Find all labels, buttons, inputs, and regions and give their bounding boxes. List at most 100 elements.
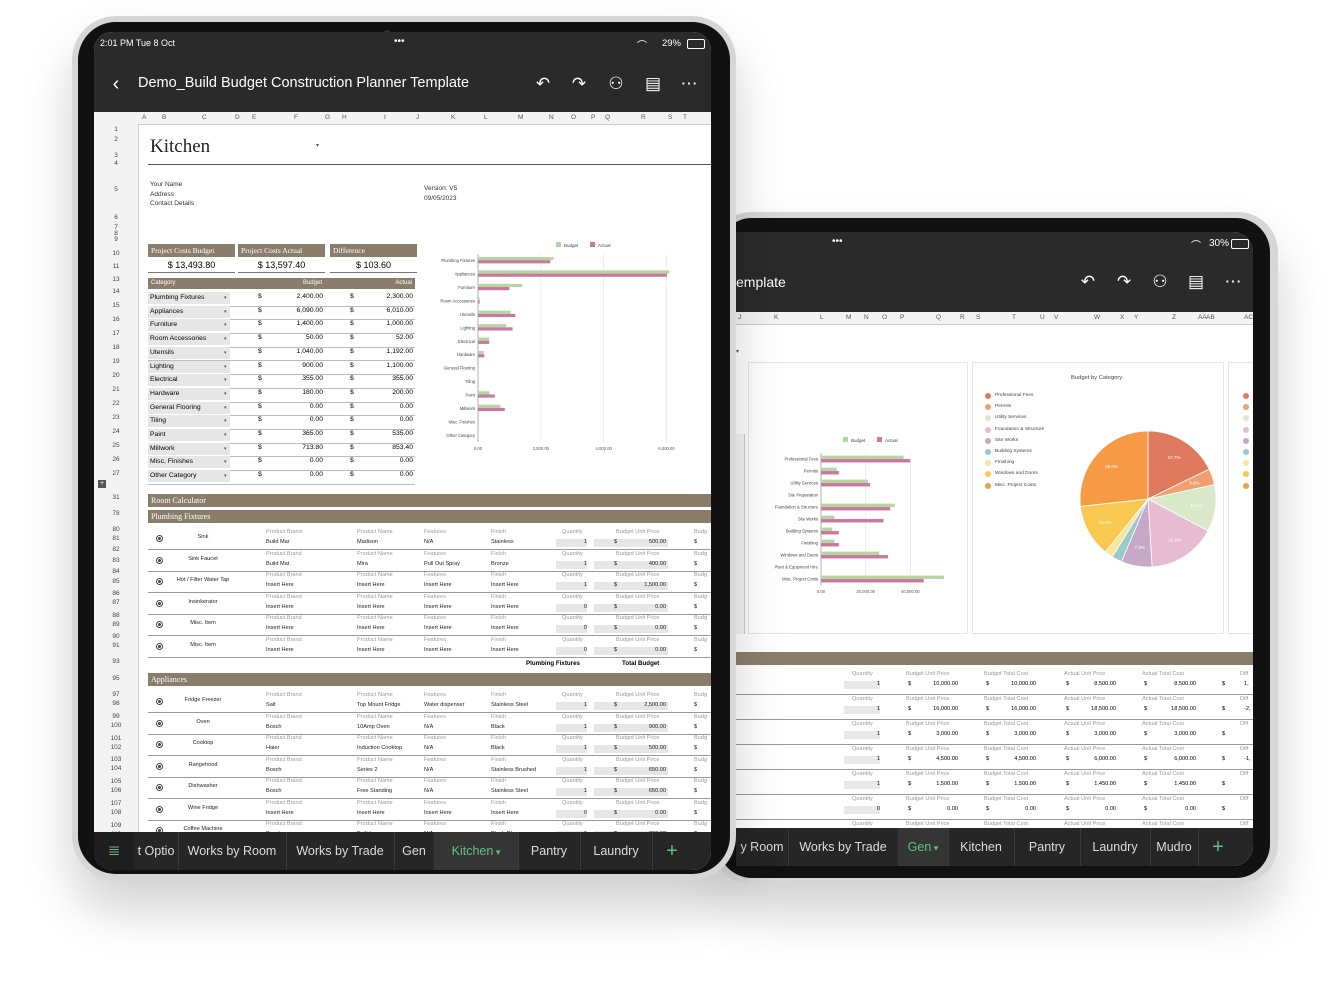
quantity-value[interactable]: 1 bbox=[556, 723, 587, 732]
more-icon[interactable]: ⋯ bbox=[1224, 272, 1242, 291]
column-header[interactable]: O bbox=[571, 114, 577, 121]
field-value[interactable]: Insert Here bbox=[424, 603, 452, 610]
quantity-value[interactable]: 0 bbox=[556, 603, 587, 612]
row-header[interactable]: 10 bbox=[112, 250, 120, 257]
row-header[interactable]: 99 bbox=[112, 713, 120, 720]
field-value[interactable]: Bosch bbox=[266, 788, 282, 794]
row-header[interactable]: 91 bbox=[112, 642, 120, 649]
column-header[interactable]: P bbox=[900, 314, 905, 321]
field-value[interactable]: Black bbox=[491, 723, 505, 730]
row-header[interactable]: 9 bbox=[114, 236, 118, 243]
dropdown-icon[interactable]: ▾ bbox=[224, 390, 227, 397]
price-cell[interactable] bbox=[594, 766, 668, 775]
radio-icon[interactable] bbox=[156, 741, 163, 748]
radio-icon[interactable] bbox=[156, 535, 163, 542]
row-header[interactable]: 16 bbox=[112, 316, 120, 323]
field-value[interactable]: Bosch bbox=[266, 723, 282, 730]
field-value[interactable]: N/A bbox=[424, 723, 434, 730]
quantity-value[interactable]: 1 bbox=[556, 702, 587, 710]
column-header[interactable]: I bbox=[384, 114, 386, 121]
column-header[interactable]: Z bbox=[1172, 314, 1176, 321]
row-header[interactable]: 93 bbox=[112, 658, 120, 665]
category-name-cell[interactable]: General Flooring bbox=[148, 401, 230, 414]
quantity-value[interactable]: 1 bbox=[844, 781, 880, 789]
quantity-value[interactable]: 1 bbox=[556, 560, 587, 569]
field-value[interactable]: Insert Here bbox=[424, 646, 452, 653]
comment-icon[interactable]: ▤ bbox=[644, 74, 662, 93]
radio-icon[interactable] bbox=[156, 642, 163, 650]
field-value[interactable]: Insert Here bbox=[424, 809, 452, 816]
row-header[interactable]: 82 bbox=[112, 546, 120, 553]
row-header[interactable]: 104 bbox=[110, 765, 122, 772]
column-header[interactable]: R bbox=[641, 114, 646, 121]
row-header[interactable]: 7 bbox=[114, 224, 118, 231]
field-value[interactable]: Build Mar bbox=[266, 539, 290, 545]
field-value[interactable]: Stainless Steel bbox=[491, 788, 529, 794]
row-header[interactable]: 3 bbox=[114, 152, 118, 159]
field-value[interactable]: N/A bbox=[424, 766, 434, 773]
field-value[interactable]: Black Glass bbox=[491, 831, 521, 832]
row-header[interactable]: 21 bbox=[112, 386, 120, 393]
field-value[interactable]: N/A bbox=[424, 831, 433, 832]
price-cell[interactable] bbox=[594, 603, 668, 612]
dropdown-icon[interactable]: ▾ bbox=[224, 295, 227, 301]
column-header[interactable]: M bbox=[518, 114, 524, 121]
sheet-tab[interactable]: Works by Room bbox=[178, 832, 287, 870]
field-value[interactable]: Stainless Brushed bbox=[491, 766, 537, 773]
field-value[interactable]: N/A bbox=[424, 539, 434, 545]
dropdown-icon[interactable]: ▾ bbox=[224, 377, 227, 384]
sheet-tab[interactable]: Gen ▾ bbox=[898, 828, 949, 866]
add-sheet-icon[interactable]: + bbox=[666, 840, 678, 862]
price-cell[interactable] bbox=[594, 745, 668, 753]
more-icon[interactable]: ⋯ bbox=[680, 74, 698, 93]
radio-icon[interactable] bbox=[156, 556, 163, 564]
quantity-value[interactable]: 0 bbox=[844, 806, 880, 814]
dropdown-icon[interactable]: ▾ bbox=[224, 404, 227, 411]
radio-icon[interactable] bbox=[156, 578, 163, 585]
tab-menu-icon[interactable]: ▾ bbox=[493, 847, 501, 857]
row-header[interactable]: 78 bbox=[112, 510, 120, 517]
column-header[interactable]: AA bbox=[1198, 314, 1207, 321]
field-value[interactable]: Insert Here bbox=[266, 625, 294, 631]
column-header[interactable]: AC bbox=[1244, 314, 1253, 321]
sheet-tab[interactable]: t Optio bbox=[134, 832, 179, 870]
row-header[interactable]: 98 bbox=[112, 700, 120, 707]
price-cell[interactable] bbox=[594, 646, 668, 655]
field-value[interactable]: Insert Here bbox=[491, 603, 519, 610]
row-header[interactable]: 5 bbox=[114, 186, 118, 193]
column-header[interactable]: L bbox=[484, 114, 488, 121]
row-header[interactable]: 27 bbox=[112, 470, 120, 477]
field-value[interactable]: Induction Cooktop bbox=[357, 745, 403, 751]
field-value[interactable]: Madison bbox=[357, 539, 379, 545]
column-header[interactable]: U bbox=[1040, 314, 1045, 321]
field-value[interactable]: Mira bbox=[357, 560, 368, 567]
row-header[interactable]: 109 bbox=[110, 822, 122, 829]
column-header[interactable]: J bbox=[738, 314, 742, 321]
category-name-cell[interactable]: Utensils bbox=[148, 346, 230, 359]
column-header[interactable]: S bbox=[668, 114, 673, 121]
quantity-value[interactable]: 1 bbox=[844, 731, 880, 739]
category-name-cell[interactable]: Hardware bbox=[148, 387, 230, 400]
column-header[interactable]: Q bbox=[605, 114, 611, 121]
column-header[interactable]: AB bbox=[1206, 314, 1215, 321]
category-name-cell[interactable]: Plumbing Fixtures bbox=[148, 292, 230, 304]
share-user-icon[interactable]: ⚇ bbox=[608, 74, 624, 93]
column-header[interactable]: T bbox=[1012, 314, 1016, 321]
row-header[interactable]: 106 bbox=[110, 787, 122, 794]
column-header[interactable]: S bbox=[976, 314, 981, 321]
add-sheet-icon[interactable]: + bbox=[1212, 836, 1224, 858]
column-header[interactable]: V bbox=[1054, 314, 1059, 321]
column-header[interactable]: J bbox=[416, 114, 420, 121]
sheet-tab[interactable]: Laundry bbox=[1080, 828, 1151, 866]
category-name-cell[interactable]: Room Accessories bbox=[148, 333, 230, 346]
field-value[interactable]: Stainless Steel bbox=[491, 702, 529, 708]
row-header[interactable]: 86 bbox=[112, 590, 120, 597]
row-header[interactable]: 88 bbox=[112, 612, 120, 619]
field-value[interactable]: Build Mat bbox=[266, 560, 290, 567]
sheet-tab[interactable]: Gen bbox=[394, 832, 435, 870]
field-value[interactable]: Black bbox=[491, 745, 505, 751]
share-user-icon[interactable]: ⚇ bbox=[1152, 272, 1168, 291]
column-header[interactable]: E bbox=[252, 114, 257, 121]
row-header[interactable]: 101 bbox=[110, 735, 122, 742]
field-value[interactable]: Insert Here bbox=[491, 646, 519, 653]
